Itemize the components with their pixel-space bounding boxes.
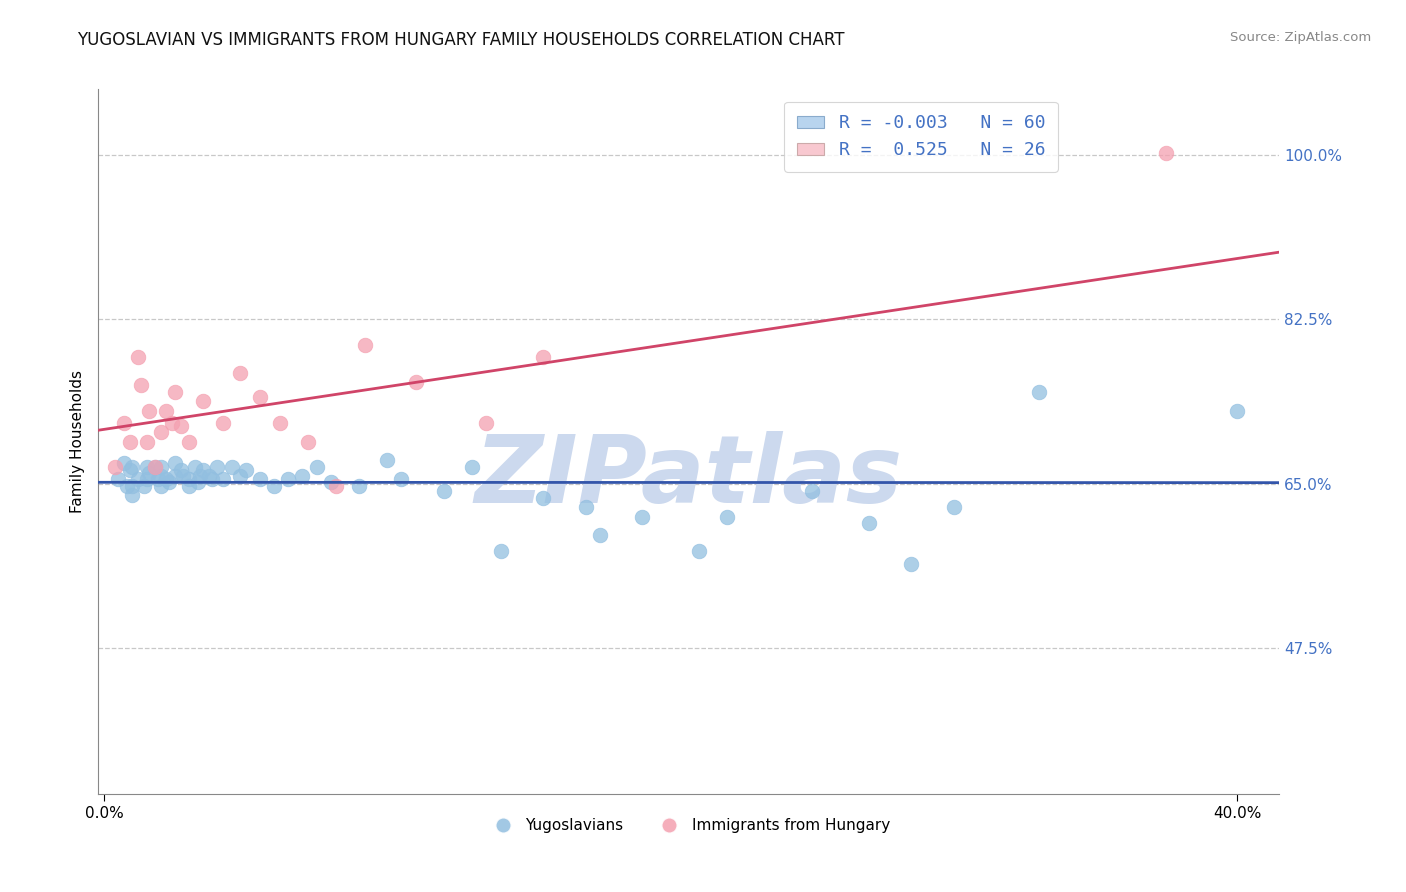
Point: [183, 459, 205, 474]
Point: [193, 394, 215, 409]
Point: [249, 390, 271, 404]
Point: [177, 434, 200, 449]
Point: [177, 472, 200, 486]
Point: [155, 472, 177, 486]
Point: [127, 350, 149, 364]
Point: [115, 479, 138, 493]
Point: [149, 459, 172, 474]
Point: [143, 459, 166, 474]
Point: [118, 463, 141, 477]
Text: ZIPatlas: ZIPatlas: [475, 431, 903, 523]
Point: [942, 500, 965, 515]
Point: [688, 544, 710, 558]
Point: [297, 434, 319, 449]
Point: [489, 544, 512, 558]
Point: [207, 459, 229, 474]
Point: [132, 479, 155, 493]
Point: [169, 418, 191, 433]
Point: [249, 472, 271, 486]
Point: [212, 472, 235, 486]
Point: [121, 459, 143, 474]
Point: [201, 472, 224, 486]
Point: [1028, 384, 1050, 399]
Point: [149, 469, 172, 483]
Point: [221, 459, 243, 474]
Point: [177, 479, 200, 493]
Point: [163, 384, 186, 399]
Point: [716, 509, 738, 524]
Text: YUGOSLAVIAN VS IMMIGRANTS FROM HUNGARY FAMILY HOUSEHOLDS CORRELATION CHART: YUGOSLAVIAN VS IMMIGRANTS FROM HUNGARY F…: [77, 31, 845, 49]
Point: [405, 376, 427, 390]
Point: [801, 484, 824, 499]
Point: [135, 472, 157, 486]
Point: [198, 469, 221, 483]
Point: [375, 453, 398, 467]
Point: [112, 456, 135, 470]
Point: [353, 338, 375, 352]
Point: [163, 456, 186, 470]
Point: [135, 459, 157, 474]
Y-axis label: Family Households: Family Households: [69, 370, 84, 513]
Point: [121, 479, 143, 493]
Point: [461, 459, 484, 474]
Point: [118, 434, 141, 449]
Point: [631, 509, 654, 524]
Point: [589, 528, 612, 542]
Point: [235, 463, 257, 477]
Point: [135, 434, 157, 449]
Point: [305, 459, 328, 474]
Point: [190, 469, 212, 483]
Point: [187, 475, 209, 489]
Point: [900, 557, 922, 571]
Point: [127, 472, 149, 486]
Point: [155, 403, 177, 417]
Point: [212, 416, 235, 430]
Point: [347, 479, 370, 493]
Legend: Yugoslavians, Immigrants from Hungary: Yugoslavians, Immigrants from Hungary: [481, 812, 897, 839]
Point: [433, 484, 456, 499]
Point: [138, 466, 160, 480]
Point: [269, 416, 291, 430]
Point: [574, 500, 596, 515]
Point: [531, 491, 554, 505]
Point: [475, 416, 498, 430]
Point: [391, 472, 413, 486]
Point: [149, 425, 172, 439]
Point: [291, 469, 314, 483]
Point: [172, 469, 194, 483]
Point: [193, 463, 215, 477]
Point: [160, 416, 183, 430]
Point: [121, 488, 143, 502]
Point: [277, 472, 299, 486]
Point: [325, 479, 347, 493]
Point: [107, 472, 129, 486]
Point: [112, 416, 135, 430]
Point: [1226, 403, 1249, 417]
Point: [104, 459, 127, 474]
Point: [531, 350, 554, 364]
Point: [149, 479, 172, 493]
Point: [319, 475, 342, 489]
Point: [229, 469, 252, 483]
Point: [138, 403, 160, 417]
Point: [229, 366, 252, 380]
Point: [169, 463, 191, 477]
Point: [163, 469, 186, 483]
Point: [858, 516, 880, 531]
Point: [129, 378, 152, 392]
Point: [263, 479, 285, 493]
Text: Source: ZipAtlas.com: Source: ZipAtlas.com: [1230, 31, 1371, 45]
Point: [1154, 146, 1177, 161]
Point: [146, 472, 169, 486]
Point: [157, 475, 180, 489]
Point: [143, 459, 166, 474]
